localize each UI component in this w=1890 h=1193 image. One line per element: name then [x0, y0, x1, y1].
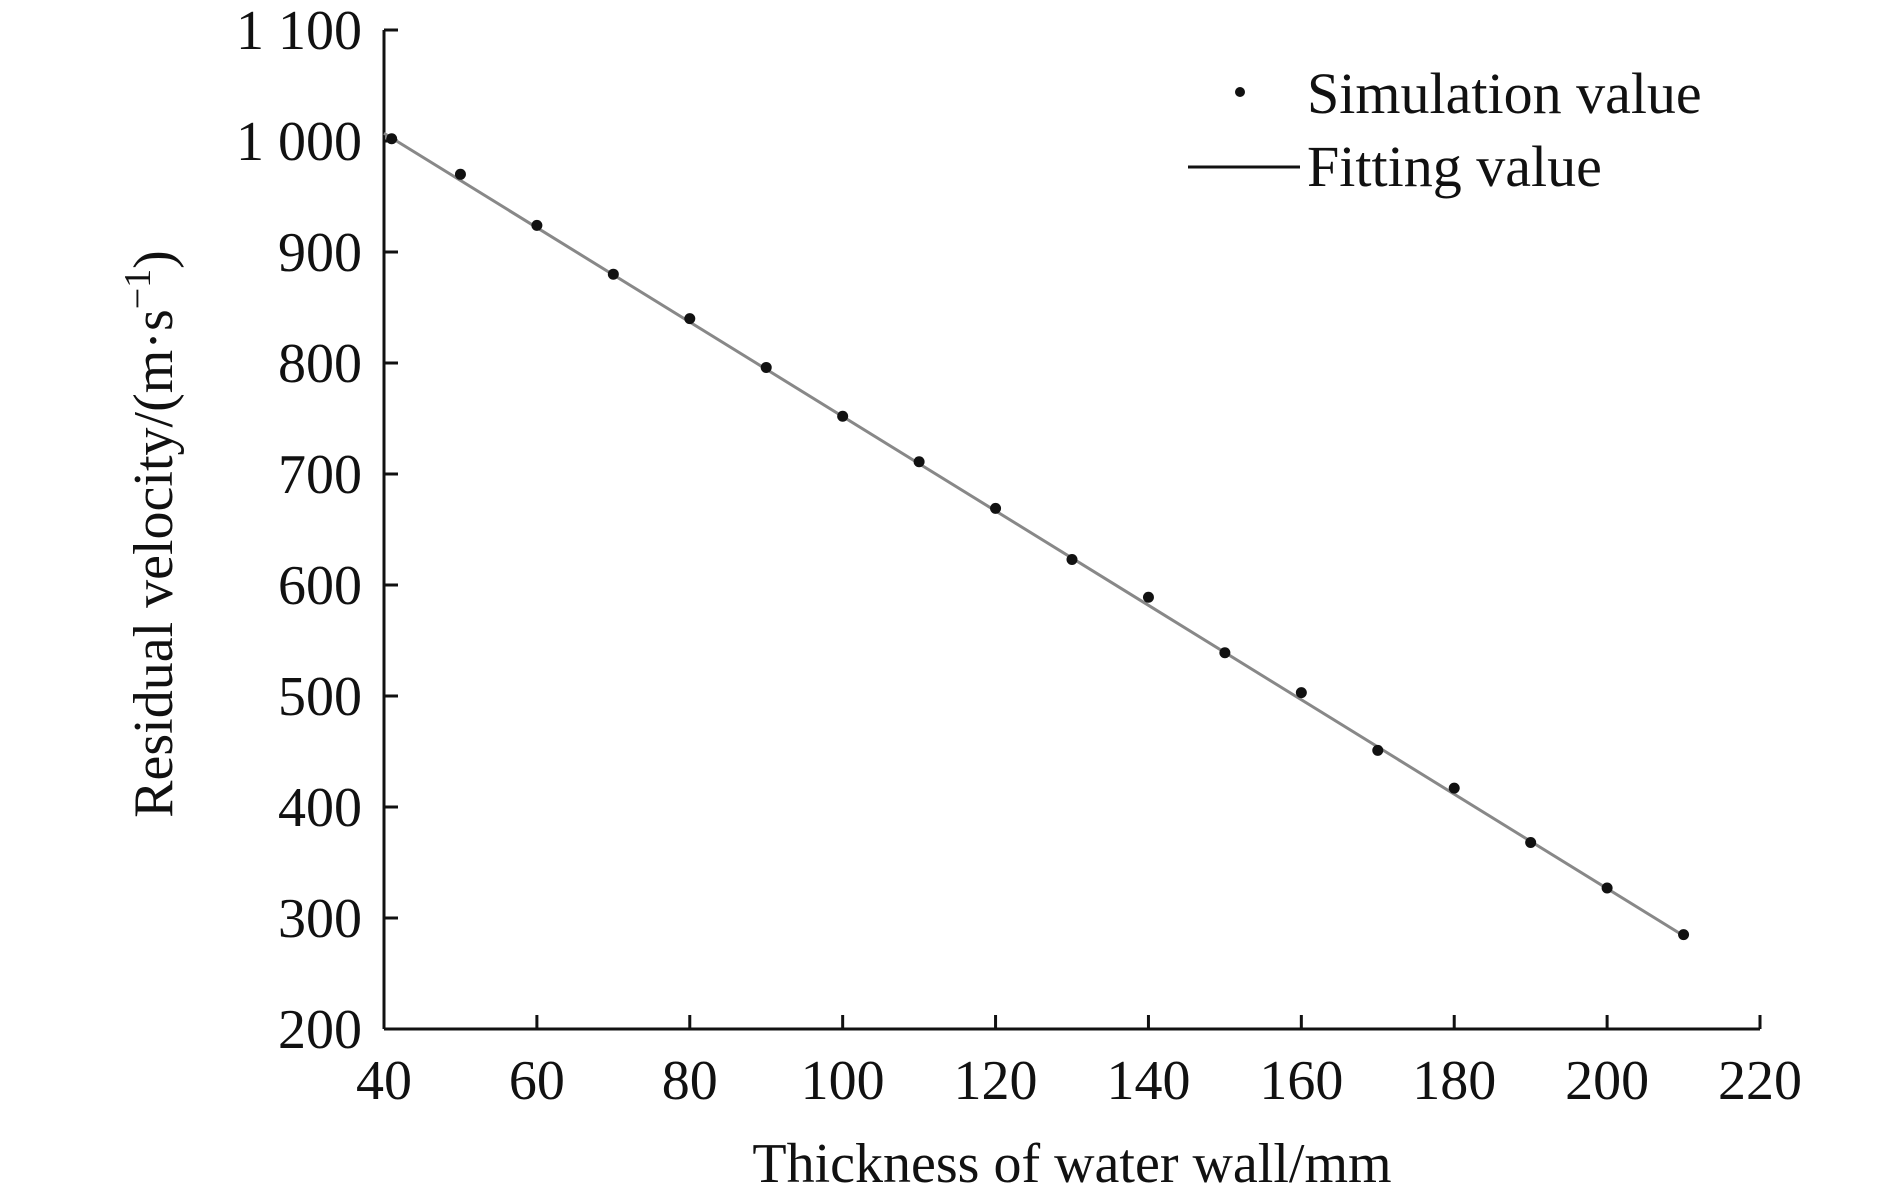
simulation-point: [1295, 687, 1307, 699]
simulation-point: [1142, 591, 1154, 603]
y-tick-label: 700: [278, 444, 362, 506]
y-tick-label: 1 000: [236, 111, 362, 173]
simulation-point: [684, 313, 696, 325]
y-tick-label: 300: [278, 888, 362, 950]
x-tick-label: 80: [662, 1050, 718, 1112]
y-tick-label: 900: [278, 222, 362, 284]
simulation-point: [454, 168, 466, 180]
y-tick-label: 1 100: [236, 0, 362, 62]
simulation-value-series: [386, 133, 1690, 941]
x-tick-label: 200: [1565, 1050, 1649, 1112]
x-tick-label: 60: [509, 1050, 565, 1112]
simulation-point: [1678, 929, 1690, 941]
x-tick-label: 180: [1412, 1050, 1496, 1112]
y-tick-label: 800: [278, 333, 362, 395]
simulation-point: [913, 456, 925, 468]
x-tick-label: 220: [1718, 1050, 1802, 1112]
simulation-point: [1448, 782, 1460, 794]
legend: Simulation value Fitting value: [1188, 61, 1702, 199]
simulation-point: [990, 502, 1002, 514]
y-tick-label: 400: [278, 777, 362, 839]
y-axis-label: Residual velocity/(m·s−1): [117, 250, 185, 818]
y-tick-label: 600: [278, 555, 362, 617]
x-tick-label: 160: [1259, 1050, 1343, 1112]
legend-simulation-marker: [1235, 87, 1245, 97]
x-tick-label: 40: [356, 1050, 412, 1112]
legend-fitting-label: Fitting value: [1307, 134, 1602, 199]
simulation-point: [1601, 882, 1613, 894]
x-axis-label: Thickness of water wall/mm: [752, 1133, 1391, 1193]
simulation-point: [386, 133, 398, 145]
simulation-point: [1525, 837, 1537, 849]
fitting-line: [383, 131, 1685, 938]
simulation-point: [1219, 647, 1231, 659]
x-tick-label: 100: [801, 1050, 885, 1112]
y-axis-label-main: Residual velocity/(m·s: [123, 309, 185, 818]
legend-simulation-label: Simulation value: [1307, 61, 1702, 126]
simulation-point: [531, 219, 543, 231]
x-tick-label: 140: [1106, 1050, 1190, 1112]
y-ticks: 200 300 400 500 600 700 800 900 1 000 1 100: [236, 0, 398, 1061]
y-tick-label: 500: [278, 666, 362, 728]
simulation-point: [607, 268, 619, 280]
x-tick-label: 120: [954, 1050, 1038, 1112]
simulation-point: [837, 410, 849, 422]
fitting-value-series: [383, 131, 1685, 938]
x-ticks: 40 60 80 100 120 140 160 180 200 220: [356, 1015, 1802, 1112]
y-tick-label: 200: [278, 999, 362, 1061]
y-axis-label-superscript: −1: [117, 269, 159, 309]
simulation-point: [760, 361, 772, 373]
simulation-point: [1372, 744, 1384, 756]
axes: [382, 30, 1760, 1031]
y-axis-label-close: ): [123, 250, 185, 269]
simulation-point: [1066, 553, 1078, 565]
